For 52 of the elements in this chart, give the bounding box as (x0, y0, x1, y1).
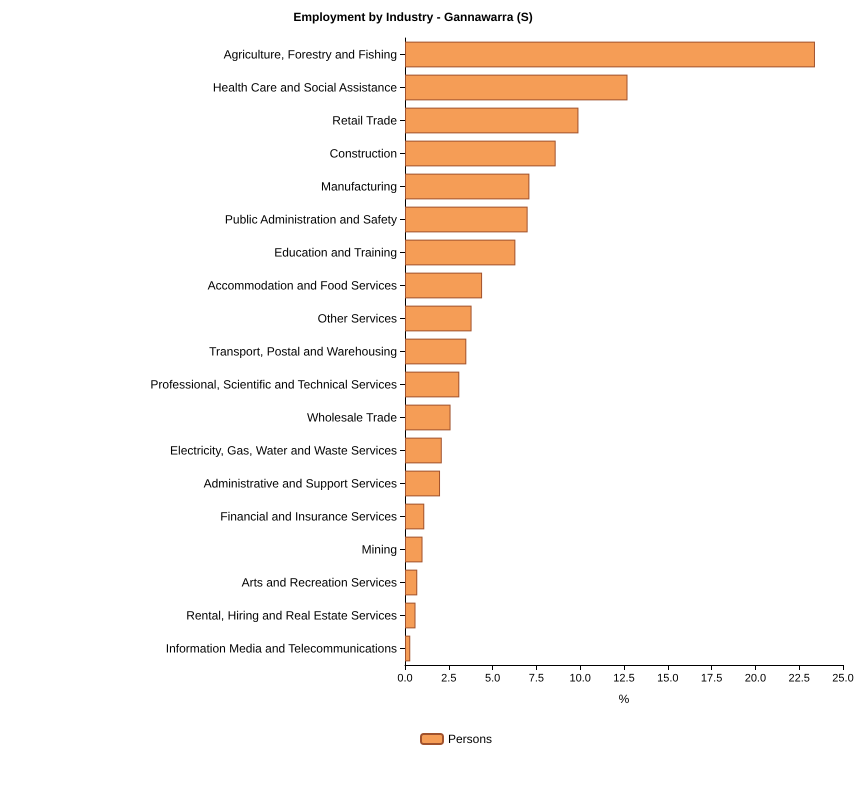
bar (405, 504, 424, 530)
bar (405, 140, 556, 166)
y-tick-label: Accommodation and Food Services (208, 278, 397, 292)
bar (405, 74, 628, 100)
bar (405, 470, 440, 496)
y-tick-label: Transport, Postal and Warehousing (209, 344, 397, 358)
bar (405, 240, 516, 266)
y-tick-label: Other Services (318, 312, 397, 326)
y-tick-label: Professional, Scientific and Technical Services (150, 378, 397, 392)
bar (405, 636, 410, 662)
x-tick-label: 10.0 (569, 672, 591, 684)
bar (405, 272, 482, 298)
y-tick-label: Administrative and Support Services (204, 476, 397, 490)
x-tick-label: 22.5 (788, 672, 810, 684)
bar (405, 174, 530, 200)
x-tick-label: 0.0 (397, 672, 413, 684)
y-tick-label: Wholesale Trade (306, 410, 398, 424)
y-tick-label: Health Care and Social Assistance (212, 80, 398, 94)
y-tick-label: Manufacturing (320, 180, 397, 194)
bar (405, 438, 442, 464)
bar (405, 338, 466, 364)
x-tick-label: 5.0 (484, 672, 500, 684)
x-tick-label: 2.5 (441, 672, 456, 684)
bar (405, 536, 423, 562)
x-axis-title: % (618, 692, 630, 706)
y-tick-label: Electricity, Gas, Water and Waste Services (170, 444, 397, 458)
y-tick-label: Agriculture, Forestry and Fishing (224, 48, 397, 62)
x-tick-label: 7.5 (528, 672, 544, 684)
chart-title: Employment by Industry - Gannawarra (S) (293, 10, 533, 24)
bar (405, 570, 418, 596)
x-tick-label: 20.0 (744, 672, 766, 684)
y-tick-label: Rental, Hiring and Real Estate Services (186, 608, 397, 622)
y-tick-label: Construction (330, 146, 397, 160)
bar (405, 602, 416, 628)
y-tick-label: Retail Trade (332, 114, 398, 128)
bar (405, 108, 578, 134)
bar (405, 306, 472, 332)
y-tick-label: Mining (362, 542, 397, 556)
y-tick-label: Public Administration and Safety (224, 212, 397, 226)
x-tick-label: 15.0 (657, 672, 679, 684)
x-tick-label: 17.5 (700, 672, 722, 684)
y-tick-label: Arts and Recreation Services (242, 576, 397, 590)
bar (405, 206, 528, 232)
y-tick-label: Education and Training (274, 246, 397, 260)
y-tick-label: Financial and Insurance Services (220, 510, 397, 524)
x-tick-label: 25.0 (832, 672, 854, 684)
legend-label: Persons (448, 732, 492, 746)
bar (405, 404, 451, 430)
bar (405, 372, 460, 398)
x-tick-label: 12.5 (613, 672, 635, 684)
y-tick-label: Information Media and Telecommunications (166, 642, 397, 656)
bar (405, 42, 815, 68)
